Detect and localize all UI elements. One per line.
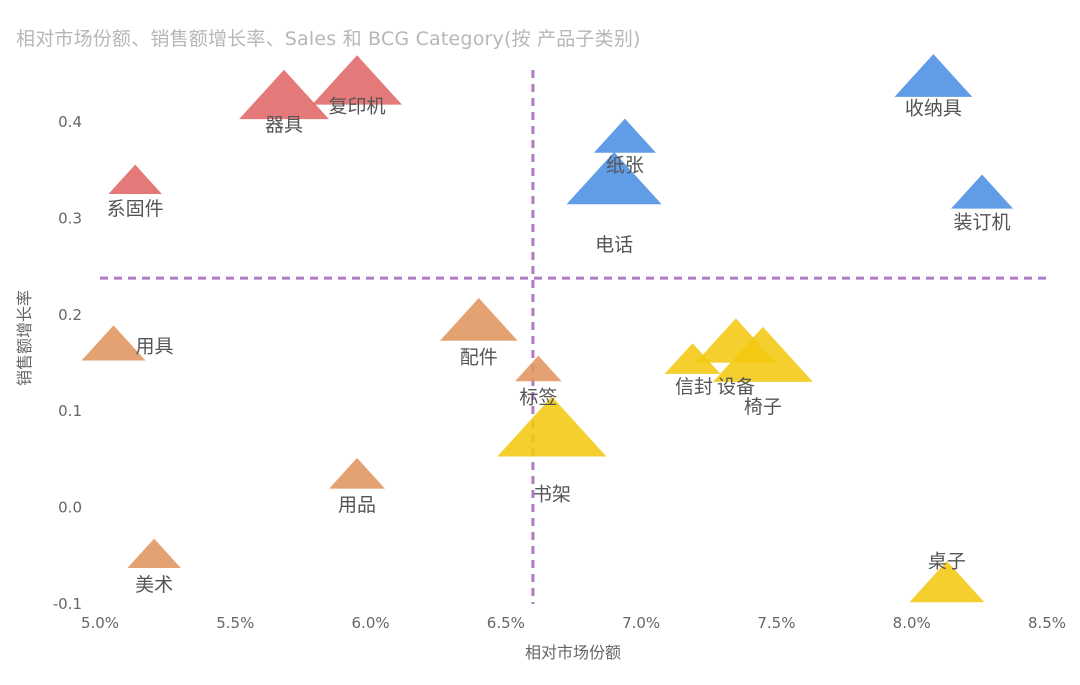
x-axis-title: 相对市场份额 [525, 643, 621, 662]
point-label: 用具 [136, 336, 174, 358]
point-marker-设备[interactable] [695, 318, 777, 363]
y-tick-label: 0.3 [58, 209, 82, 227]
point-label: 系固件 [107, 198, 164, 220]
point-marker-收纳具[interactable] [894, 54, 973, 97]
y-axis-title: 销售额增长率 [15, 290, 34, 386]
y-tick-label: 0.2 [58, 306, 82, 324]
point-label: 椅子 [744, 396, 782, 418]
point-label: 标签 [519, 387, 557, 409]
y-tick-label: -0.1 [53, 595, 82, 613]
point-label: 器具 [265, 114, 303, 136]
point-label: 用品 [338, 494, 376, 516]
point-marker-书架[interactable] [497, 396, 607, 457]
point-marker-美术[interactable] [127, 538, 181, 569]
point-labels: 器具 复印机系固件 纸张电话 收纳具装订机用具配件标签用品美术 信封 设备椅子书架桌子 [107, 95, 1011, 595]
point-marker-用具[interactable] [81, 325, 146, 361]
scatter-points [81, 54, 1014, 603]
y-tick-label: 0.1 [58, 402, 82, 420]
point-label: 美术 [135, 574, 173, 596]
point-label: 设备 [717, 376, 755, 398]
point-label: 电话 [595, 234, 633, 256]
point-label: 纸张 [606, 154, 644, 176]
point-marker-纸张[interactable] [593, 118, 656, 153]
point-marker-用品[interactable] [329, 457, 385, 489]
chart-title: 相对市场份额、销售额增长率、Sales 和 BCG Category(按 产品子… [16, 28, 641, 50]
x-tick-label: 7.5% [757, 614, 795, 632]
x-tick-label: 5.0% [81, 614, 119, 632]
x-axis-ticks: 5.0% 5.5% 6.0% 6.5% 7.0% 7.5% 8.0% 8.5% [81, 614, 1066, 632]
x-tick-label: 8.5% [1028, 614, 1066, 632]
point-marker-电话[interactable] [566, 152, 662, 205]
point-marker-配件[interactable] [439, 297, 518, 341]
x-tick-label: 6.5% [487, 614, 525, 632]
point-marker-标签[interactable] [515, 355, 562, 382]
y-tick-label: 0.4 [58, 113, 82, 131]
x-tick-label: 7.0% [622, 614, 660, 632]
point-label: 桌子 [928, 551, 966, 573]
x-tick-label: 5.5% [216, 614, 254, 632]
point-label: 配件 [460, 347, 498, 369]
point-label: 信封 [675, 376, 713, 398]
x-tick-label: 6.0% [352, 614, 390, 632]
reference-lines [100, 70, 1047, 604]
point-label: 复印机 [329, 95, 386, 117]
y-axis-ticks: -0.1 0.0 0.1 0.2 0.3 0.4 [53, 113, 82, 613]
point-marker-复印机[interactable] [312, 55, 402, 105]
point-marker-器具[interactable] [239, 69, 329, 120]
point-label: 装订机 [954, 211, 1011, 233]
point-label: 收纳具 [905, 98, 962, 120]
point-marker-桌子[interactable] [909, 561, 985, 603]
x-tick-label: 8.0% [893, 614, 931, 632]
point-marker-系固件[interactable] [108, 164, 162, 194]
y-tick-label: 0.0 [58, 499, 82, 517]
point-marker-信封[interactable] [664, 343, 721, 374]
point-marker-装订机[interactable] [951, 174, 1014, 209]
point-label: 书架 [533, 483, 571, 505]
